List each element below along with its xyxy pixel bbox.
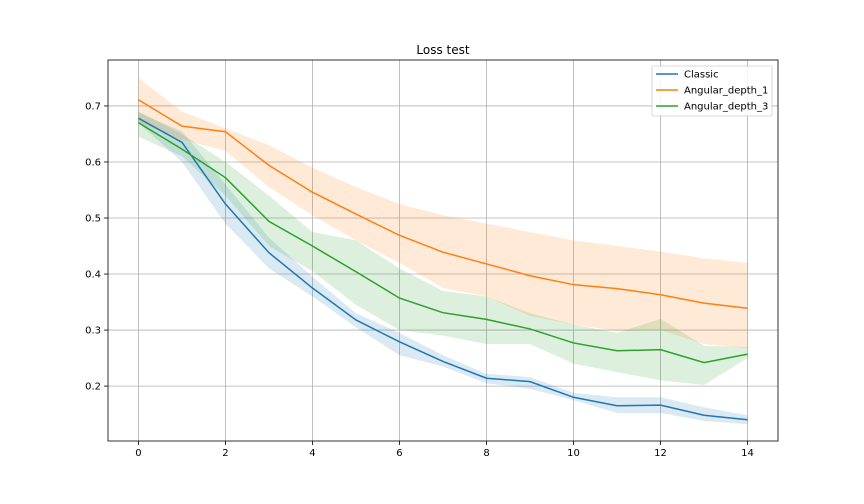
x-tick-label: 10 <box>567 448 580 459</box>
band-angular-depth-1 <box>138 77 748 348</box>
y-tick-label: 0.3 <box>85 326 101 337</box>
plot-frame <box>107 59 779 442</box>
legend-label-angular-depth-1: Angular_depth_1 <box>684 86 768 97</box>
y-tick-label: 0.6 <box>85 157 101 168</box>
grid-lines <box>108 60 778 441</box>
y-tick-label: 0.5 <box>85 214 101 225</box>
x-tick-label: 14 <box>741 448 754 459</box>
x-tick-label: 0 <box>135 448 141 459</box>
line-classic <box>138 117 748 421</box>
series-lines <box>138 99 748 421</box>
x-tick-label: 2 <box>222 448 228 459</box>
x-tick-label: 12 <box>654 448 667 459</box>
y-tick-label: 0.2 <box>85 382 101 393</box>
axes: 0 2 4 6 8 10 12 14 0.2 0.3 0.4 0.5 0.6 0.7 <box>85 59 779 459</box>
x-tick-label: 4 <box>309 448 315 459</box>
y-tick-label: 0.7 <box>85 101 101 112</box>
line-angular-depth-3 <box>138 122 748 364</box>
legend: Classic Angular_depth_1 Angular_depth_3 <box>651 65 773 117</box>
chart-title: Loss test <box>416 43 469 57</box>
y-tick-label: 0.4 <box>85 270 101 281</box>
line-angular-depth-1 <box>138 99 748 309</box>
legend-label-classic: Classic <box>684 70 719 81</box>
legend-box <box>651 65 773 117</box>
x-tick-label: 8 <box>483 448 489 459</box>
legend-label-angular-depth-3: Angular_depth_3 <box>684 102 768 113</box>
x-tick-label: 6 <box>396 448 402 459</box>
